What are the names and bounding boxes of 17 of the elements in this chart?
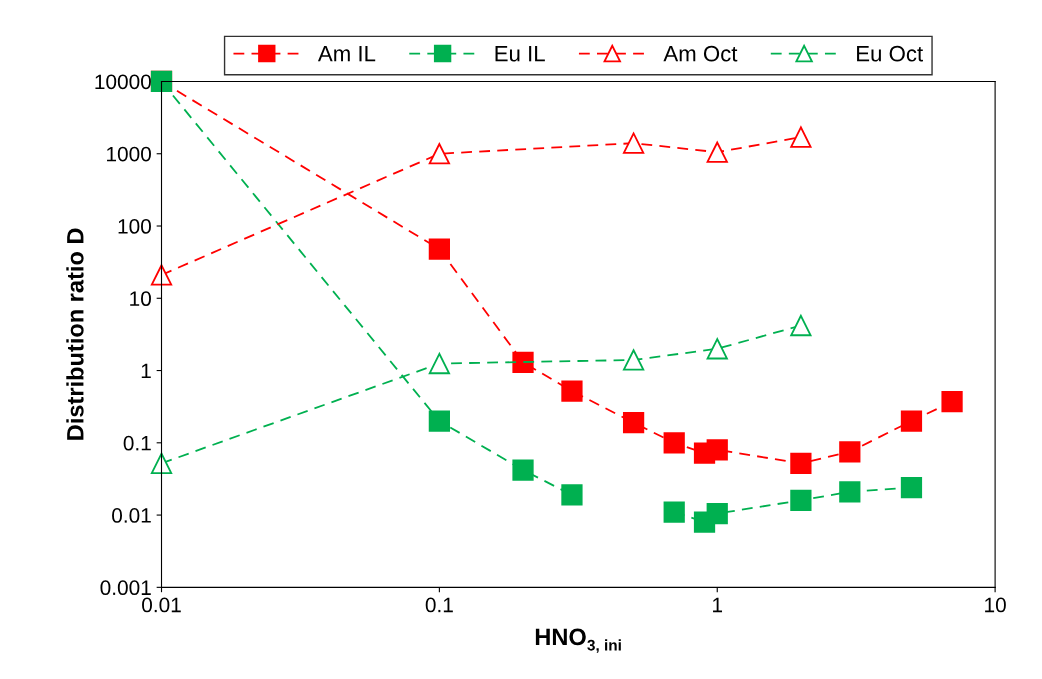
x-tick-label: 0.1 — [425, 597, 453, 613]
legend-label: Eu Oct — [857, 45, 923, 62]
y-tick-label: 100 — [118, 219, 151, 234]
legend-label: Eu IL — [495, 46, 545, 62]
y-tick-label: 1000 — [107, 146, 151, 162]
x-tick-label: 0.01 — [142, 597, 181, 613]
y-tick-label: 0.001 — [100, 580, 151, 596]
y-axis-title: Distribution ratio D — [66, 228, 84, 440]
y-tick-label: 0.01 — [112, 508, 151, 523]
legend-label: Am IL — [317, 46, 376, 62]
y-tick-label: 10 — [130, 291, 151, 307]
x-tick-label: 10 — [985, 597, 1006, 613]
legend-label: Am Oct — [663, 45, 738, 62]
x-tick-label: 1 — [713, 597, 723, 613]
y-tick-label: 0.1 — [123, 435, 151, 451]
y-tick-label: 1 — [141, 363, 151, 379]
y-tick-label: 10000 — [95, 74, 151, 90]
